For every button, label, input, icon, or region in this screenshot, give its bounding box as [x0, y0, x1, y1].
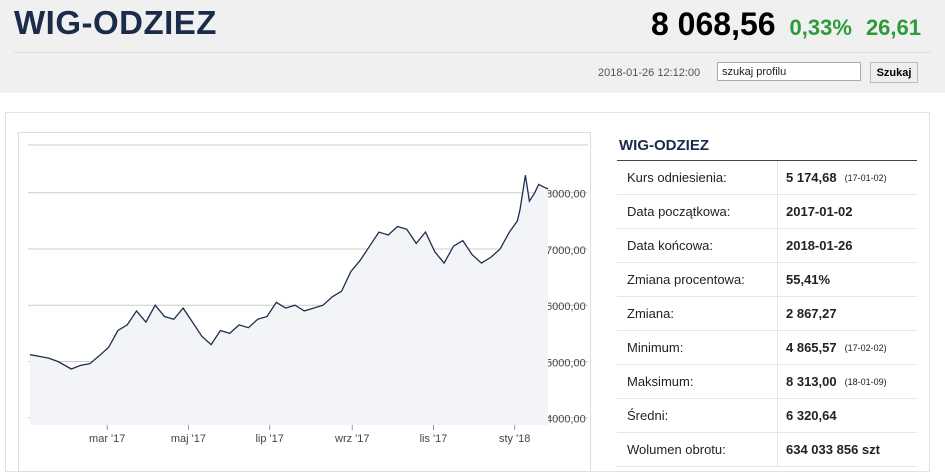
price-line — [29, 175, 549, 370]
x-tick-label: sty '18 — [499, 433, 530, 445]
timestamp: 2018-01-26 12:12:00 — [598, 67, 701, 79]
table-row: Data początkowa: 2017-01-02 — [617, 195, 917, 229]
index-name: WIG-ODZIEZ — [14, 4, 217, 41]
table-row: Maksimum: 8 313,00 (18-01-09) — [617, 365, 917, 399]
table-row: Średni: 6 320,64 — [617, 399, 917, 433]
row-value: 2017-01-02 — [777, 195, 853, 228]
x-tick-label: maj '17 — [171, 433, 206, 445]
row-value: 2 867,27 — [777, 297, 837, 330]
row-value: 6 320,64 — [777, 399, 837, 432]
row-date: (18-01-09) — [844, 376, 887, 387]
table-row: Zmiana: 2 867,27 — [617, 297, 917, 331]
row-label: Data początkowa: — [627, 204, 731, 219]
row-label: Minimum: — [627, 340, 684, 355]
separator — [14, 52, 931, 53]
row-value: 634 033 856 szt — [777, 433, 880, 466]
x-tick-label: lis '17 — [420, 433, 448, 445]
x-tick-label: wrz '17 — [334, 433, 370, 445]
row-date: (17-01-02) — [844, 172, 887, 183]
row-label: Średni: — [627, 408, 669, 423]
table-row: Wolumen obrotu: 634 033 856 szt — [617, 433, 917, 467]
row-value: 4 865,57 (17-02-02) — [777, 331, 887, 364]
search-input[interactable]: szukaj profilu — [717, 62, 861, 81]
value: 55,41% — [786, 272, 831, 287]
value: 2 867,27 — [786, 306, 837, 321]
row-label: Zmiana: — [627, 306, 674, 321]
row-value: 5 174,68 (17-01-02) — [777, 161, 887, 194]
price: 8 068,56 — [650, 6, 776, 42]
x-tick-label: mar '17 — [89, 433, 125, 445]
y-tick-label: 7000,00 — [546, 245, 586, 257]
y-tick-label: 6000,00 — [546, 301, 586, 313]
value: 6 320,64 — [786, 408, 837, 423]
value: 634 033 856 szt — [786, 442, 880, 457]
table-row: Minimum: 4 865,57 (17-02-02) — [617, 331, 917, 365]
value: 8 313,00 — [786, 374, 837, 389]
row-label: Wolumen obrotu: — [627, 442, 726, 457]
value: 2018-01-26 — [786, 238, 853, 253]
x-tick-label: lip '17 — [255, 433, 283, 445]
row-label: Zmiana procentowa: — [627, 272, 745, 287]
row-value: 55,41% — [777, 263, 830, 296]
value: 4 865,57 — [786, 340, 837, 355]
y-tick-label: 8000,00 — [546, 189, 586, 201]
y-tick-label: 5000,00 — [546, 357, 586, 369]
table-row: Kurs odniesienia: 5 174,68 (17-01-02) — [617, 161, 917, 195]
table-title: WIG-ODZIEZ — [617, 132, 917, 161]
row-date: (17-02-02) — [844, 342, 887, 353]
change: 26,61 — [865, 15, 921, 40]
row-label: Maksimum: — [627, 374, 694, 389]
chart: 4000,00 5000,00 6000,00 7000,00 8000,00 mar '… — [28, 144, 588, 445]
row-value: 8 313,00 (18-01-09) — [777, 365, 887, 398]
search-button[interactable]: Szukaj — [870, 62, 918, 83]
quote: 8 068,56 0,33% 26,61 — [651, 6, 921, 43]
row-label: Data końcowa: — [627, 238, 713, 253]
change-pct: 0,33% — [789, 15, 852, 40]
row-label: Kurs odniesienia: — [627, 170, 727, 185]
stats-table: WIG-ODZIEZ Kurs odniesienia: 5 174,68 (17-0… — [617, 132, 917, 467]
value: 2017-01-02 — [786, 204, 853, 219]
header: WIG-ODZIEZ 8 068,56 0,33% 26,61 2018-01-26… — [0, 0, 945, 93]
area — [30, 175, 548, 425]
value: 5 174,68 — [786, 170, 837, 185]
table-row: Data końcowa: 2018-01-26 — [617, 229, 917, 263]
row-value: 2018-01-26 — [777, 229, 853, 262]
table-row: Zmiana procentowa: 55,41% — [617, 263, 917, 297]
y-tick-label: 4000,00 — [546, 414, 586, 426]
